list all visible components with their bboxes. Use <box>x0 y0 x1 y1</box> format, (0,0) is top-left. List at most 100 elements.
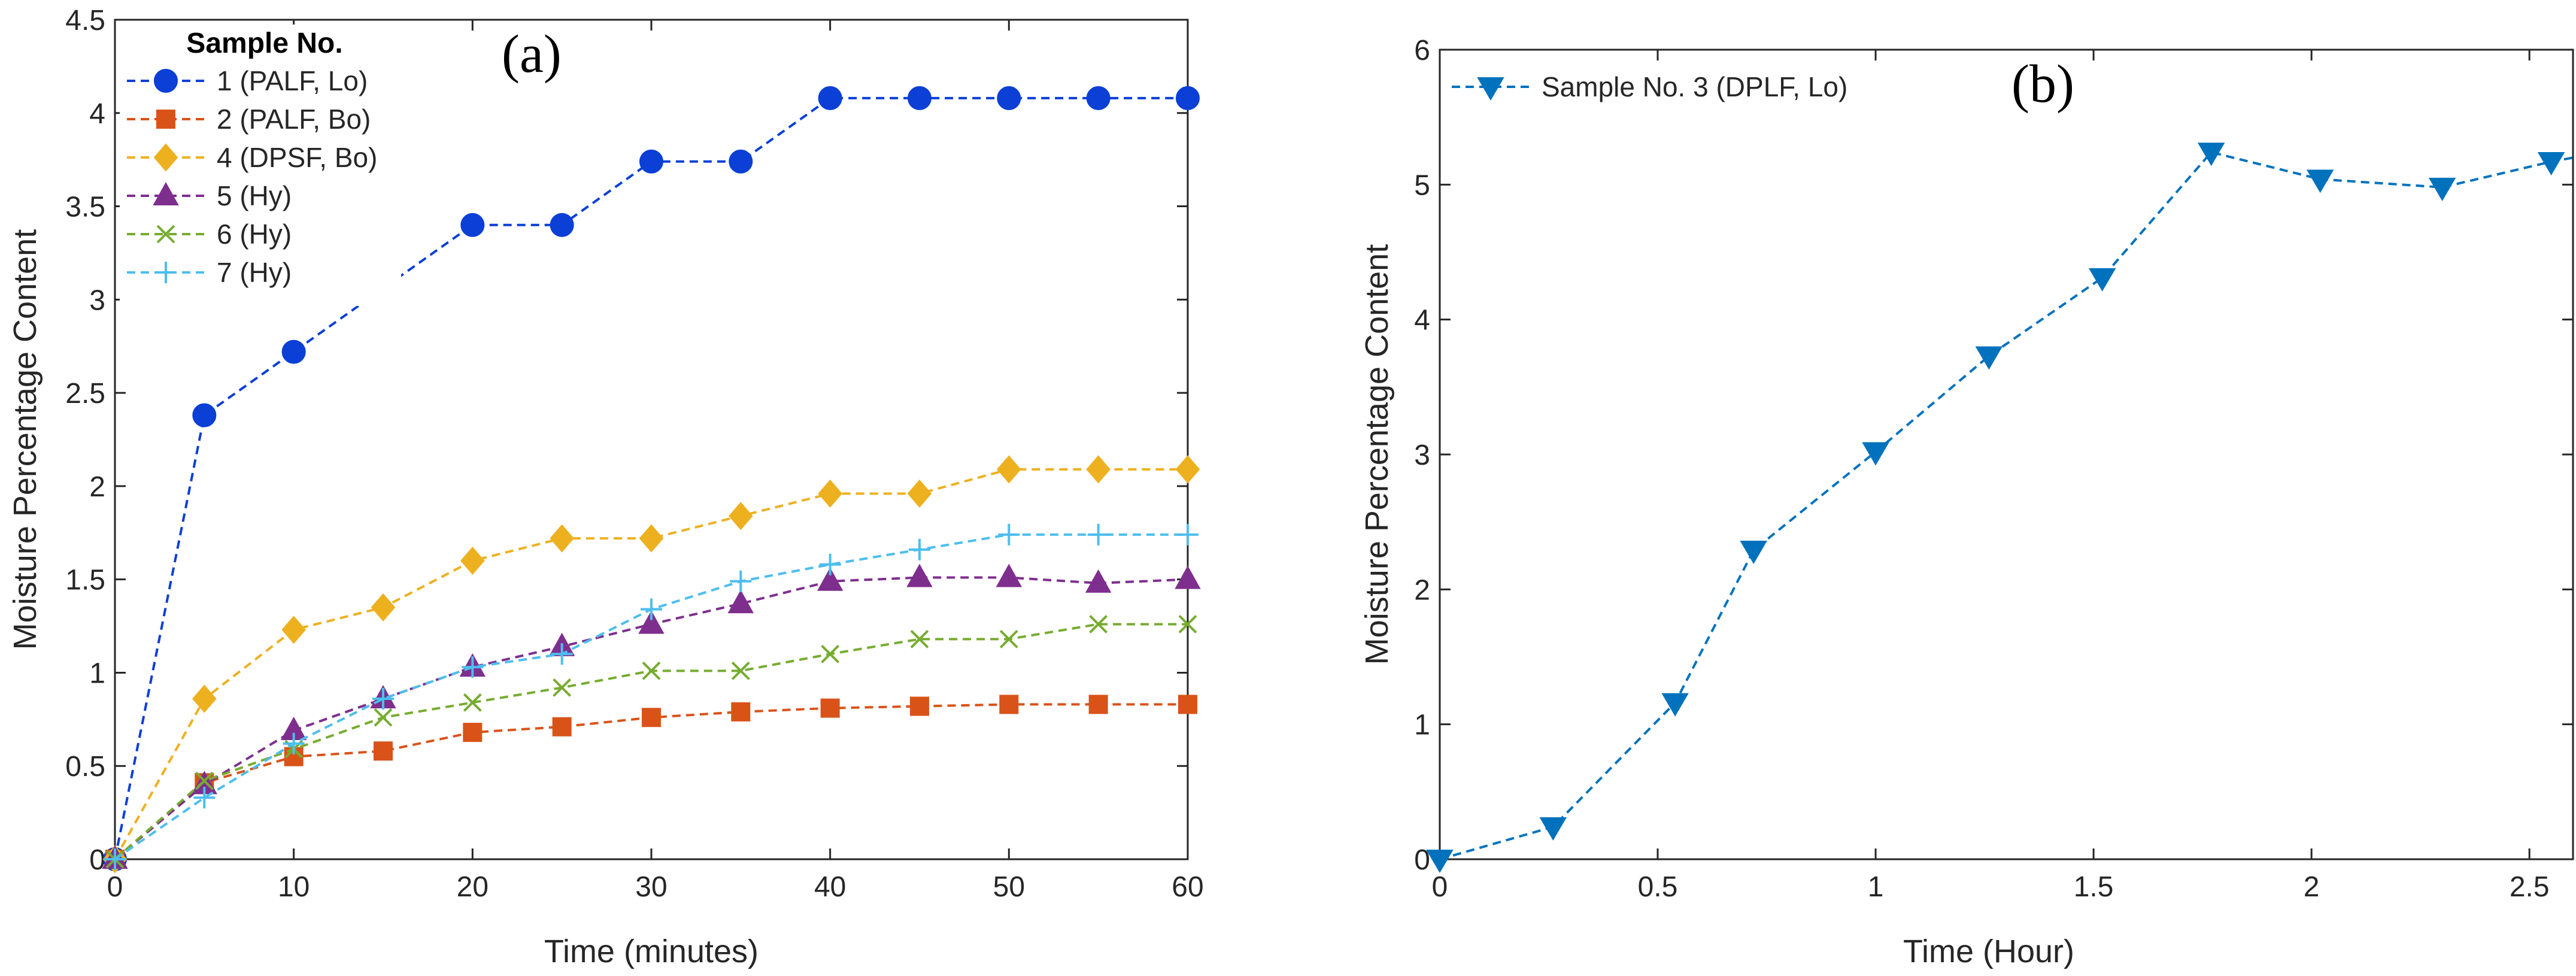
a-data-point <box>1176 86 1200 110</box>
panel-a-y-axis-label: Moisture Percentage Content <box>7 229 43 650</box>
a-data-point <box>908 86 932 110</box>
a-data-point <box>818 86 842 110</box>
a-data-point <box>906 563 933 587</box>
a-data-point <box>283 732 305 754</box>
a-legend-item: 4 (DPSF, Bo) <box>127 142 377 173</box>
a-data-point <box>550 213 574 237</box>
panel-b-legend: Sample No. 3 (DPLF, Lo) <box>1452 71 1847 102</box>
a-y-tick-label: 3.5 <box>65 192 105 223</box>
a-data-point <box>642 708 661 728</box>
panel-a-y-ticks: 0 0.5 1 1.5 2 2.5 3 3.5 4 4.5 <box>65 5 1188 876</box>
a-data-point <box>819 553 841 575</box>
b-y-tick-label: 0 <box>1414 844 1430 876</box>
b-series-line <box>1439 151 2574 860</box>
b-data-point <box>1661 693 1689 717</box>
panel-a-x-ticks: 0 10 20 30 40 50 60 <box>107 20 1204 903</box>
a-legend-label: 2 (PALF, Bo) <box>217 104 371 135</box>
a-data-point <box>374 741 393 761</box>
a-legend-item: 1 (PALF, Lo) <box>127 65 368 96</box>
b-y-tick-label: 4 <box>1414 305 1430 337</box>
a-legend-item: 2 (PALF, Bo) <box>127 104 371 135</box>
a-data-point <box>281 340 306 364</box>
a-data-point <box>910 696 929 716</box>
b-data-point <box>2537 152 2565 176</box>
a-legend-item: 7 (Hy) <box>127 257 292 288</box>
a-data-point <box>727 590 754 614</box>
a-y-tick-label: 0 <box>89 844 105 876</box>
a-data-point <box>729 149 753 174</box>
a-data-point <box>639 149 663 174</box>
a-data-point <box>195 771 214 790</box>
a-y-tick-label: 0.5 <box>65 751 105 783</box>
b-data-point <box>1975 346 2003 370</box>
a-data-point <box>1178 695 1197 714</box>
a-legend-label: 6 (Hy) <box>217 219 292 250</box>
a-legend-marker <box>153 181 179 205</box>
b-data-point <box>2428 177 2456 201</box>
b-series-1 <box>1426 143 2574 873</box>
panel-a-series <box>102 86 1201 874</box>
a-data-point <box>641 598 662 620</box>
a-legend-marker <box>156 110 175 129</box>
a-y-tick-label: 2.5 <box>65 378 105 410</box>
a-data-point <box>1086 86 1110 110</box>
panel-b-x-axis-label: Time (Hour) <box>1903 933 2074 969</box>
a-legend-item: 6 (Hy) <box>127 219 292 250</box>
a-data-point <box>639 524 664 553</box>
b-y-tick-label: 6 <box>1414 35 1430 66</box>
b-data-point <box>2088 268 2116 292</box>
panel-b-y-ticks: 0 1 2 3 4 5 6 <box>1414 35 2573 876</box>
a-data-point <box>371 593 396 622</box>
a-data-point <box>372 688 394 710</box>
b-y-tick-label: 5 <box>1414 169 1430 201</box>
a-data-point <box>997 86 1021 110</box>
b-legend-item: Sample No. 3 (DPLF, Lo) <box>1452 71 1847 102</box>
a-data-point <box>193 787 216 809</box>
a-y-tick-label: 3 <box>89 284 105 316</box>
panel-a-legend: Sample No. 1 (PALF, Lo) 2 (PALF, Bo) 4 (DP… <box>120 25 401 306</box>
a-data-point <box>551 643 573 665</box>
a-data-point <box>1177 523 1199 545</box>
b-y-tick-label: 1 <box>1414 710 1430 741</box>
b-data-point <box>2306 169 2334 193</box>
panel-a-legend-items: 1 (PALF, Lo) 2 (PALF, Bo) 4 (DPSF, Bo) 5 (H… <box>127 65 377 288</box>
a-data-point <box>1089 615 1108 634</box>
a-data-point <box>462 656 484 678</box>
panel-a-legend-title: Sample No. <box>186 28 342 59</box>
a-x-tick-label: 10 <box>278 871 310 903</box>
b-y-tick-label: 2 <box>1414 574 1430 606</box>
a-data-point <box>104 848 126 870</box>
a-data-point <box>460 213 485 237</box>
b-x-tick-label: 1.5 <box>2074 871 2114 903</box>
a-data-point <box>460 546 485 575</box>
a-data-point <box>996 563 1022 587</box>
a-data-point <box>909 538 930 560</box>
a-y-tick-label: 1 <box>89 657 105 689</box>
a-data-point <box>1175 455 1200 484</box>
a-data-point <box>638 610 665 634</box>
a-data-point <box>999 629 1018 648</box>
a-data-point <box>820 698 840 718</box>
a-y-tick-label: 1.5 <box>65 565 105 596</box>
a-legend-item: 5 (Hy) <box>127 180 292 211</box>
a-data-point <box>817 567 844 591</box>
b-data-point <box>1539 817 1567 841</box>
a-data-point <box>642 661 661 680</box>
a-series-4 <box>102 563 1201 869</box>
b-data-point <box>2197 143 2225 166</box>
a-data-point <box>821 644 840 663</box>
a-x-tick-label: 0 <box>107 871 123 903</box>
b-y-tick-label: 3 <box>1414 439 1430 471</box>
b-legend-label: Sample No. 3 (DPLF, Lo) <box>1542 71 1847 102</box>
panel-b: 0 0.5 1 1.5 2 2.5 0 1 2 3 4 5 6 Time (Hour) Moistur… <box>1359 35 2574 969</box>
panel-a: 0 10 20 30 40 50 60 0 0.5 1 1.5 2 2.5 3 3.5 4 4.5 Time … <box>7 5 1204 969</box>
a-data-point <box>192 403 217 428</box>
panel-a-label: (a) <box>502 25 562 84</box>
panel-b-label: (b) <box>2011 54 2074 114</box>
panel-b-y-axis-label: Moisture Percentage Content <box>1359 244 1395 665</box>
a-legend-label: 7 (Hy) <box>217 257 292 288</box>
a-legend-marker <box>155 262 177 283</box>
a-data-point <box>999 695 1019 714</box>
a-data-point <box>463 693 482 712</box>
b-x-tick-label: 0 <box>1432 871 1448 903</box>
